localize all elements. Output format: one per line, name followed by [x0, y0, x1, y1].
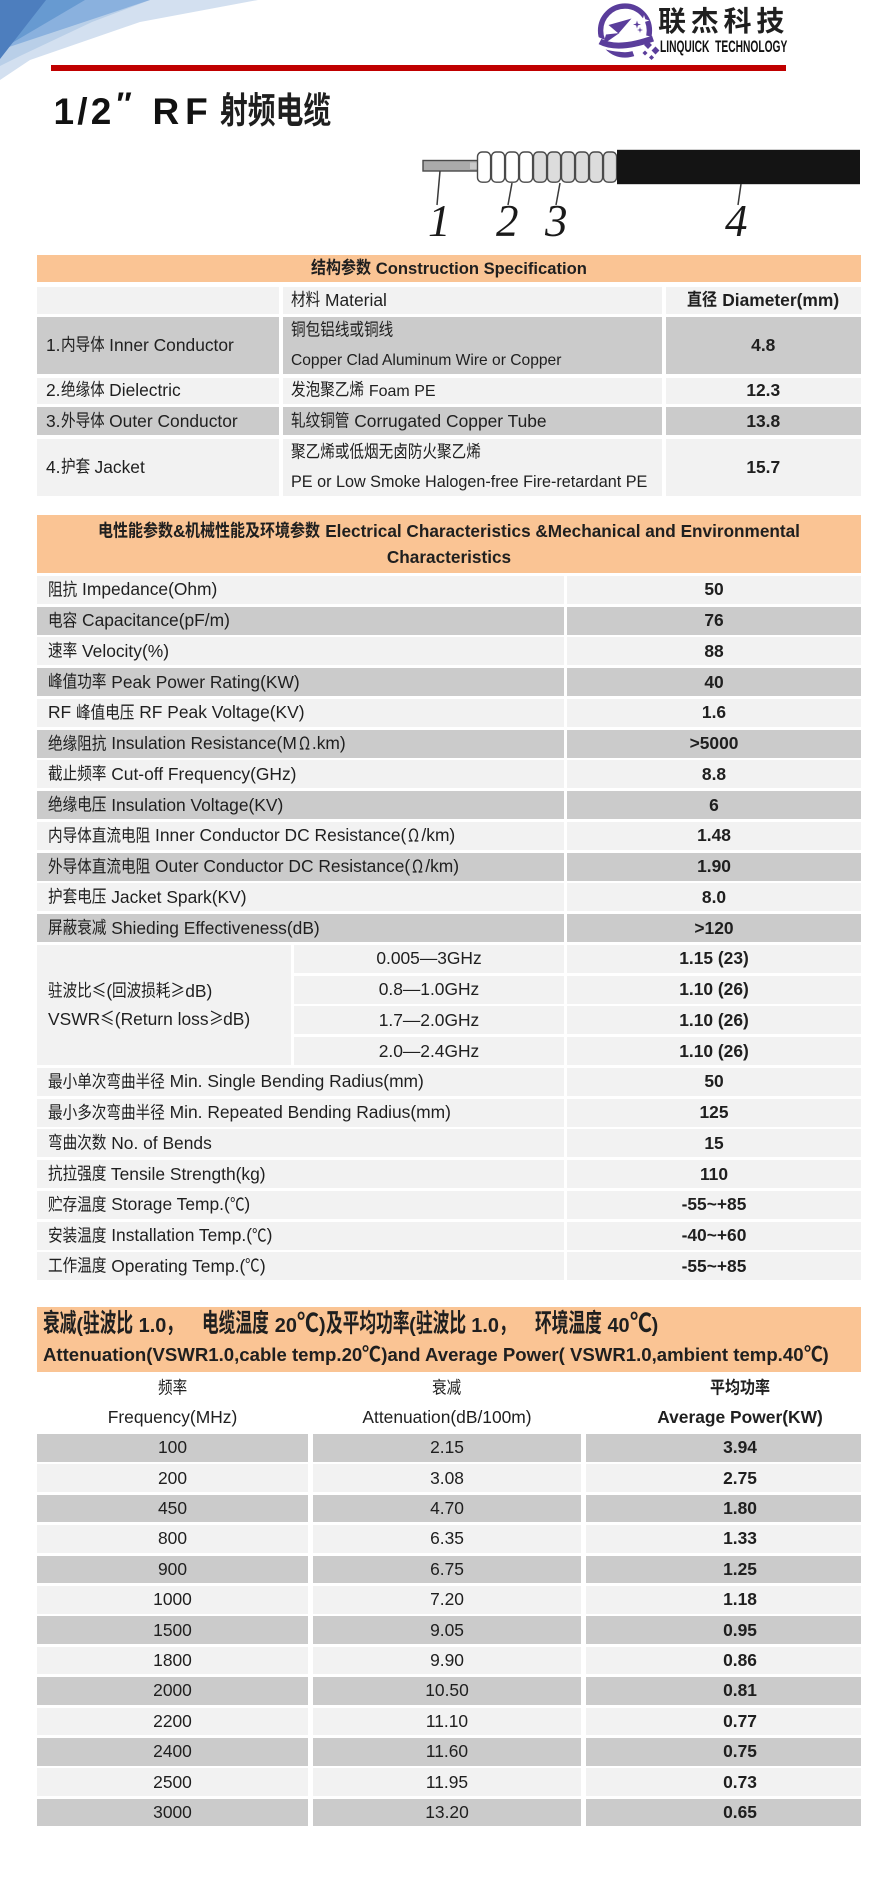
svg-text:3: 3 [544, 196, 568, 243]
svg-text:2: 2 [496, 196, 519, 243]
svg-text:1: 1 [428, 196, 451, 243]
svg-text:4: 4 [725, 196, 748, 243]
